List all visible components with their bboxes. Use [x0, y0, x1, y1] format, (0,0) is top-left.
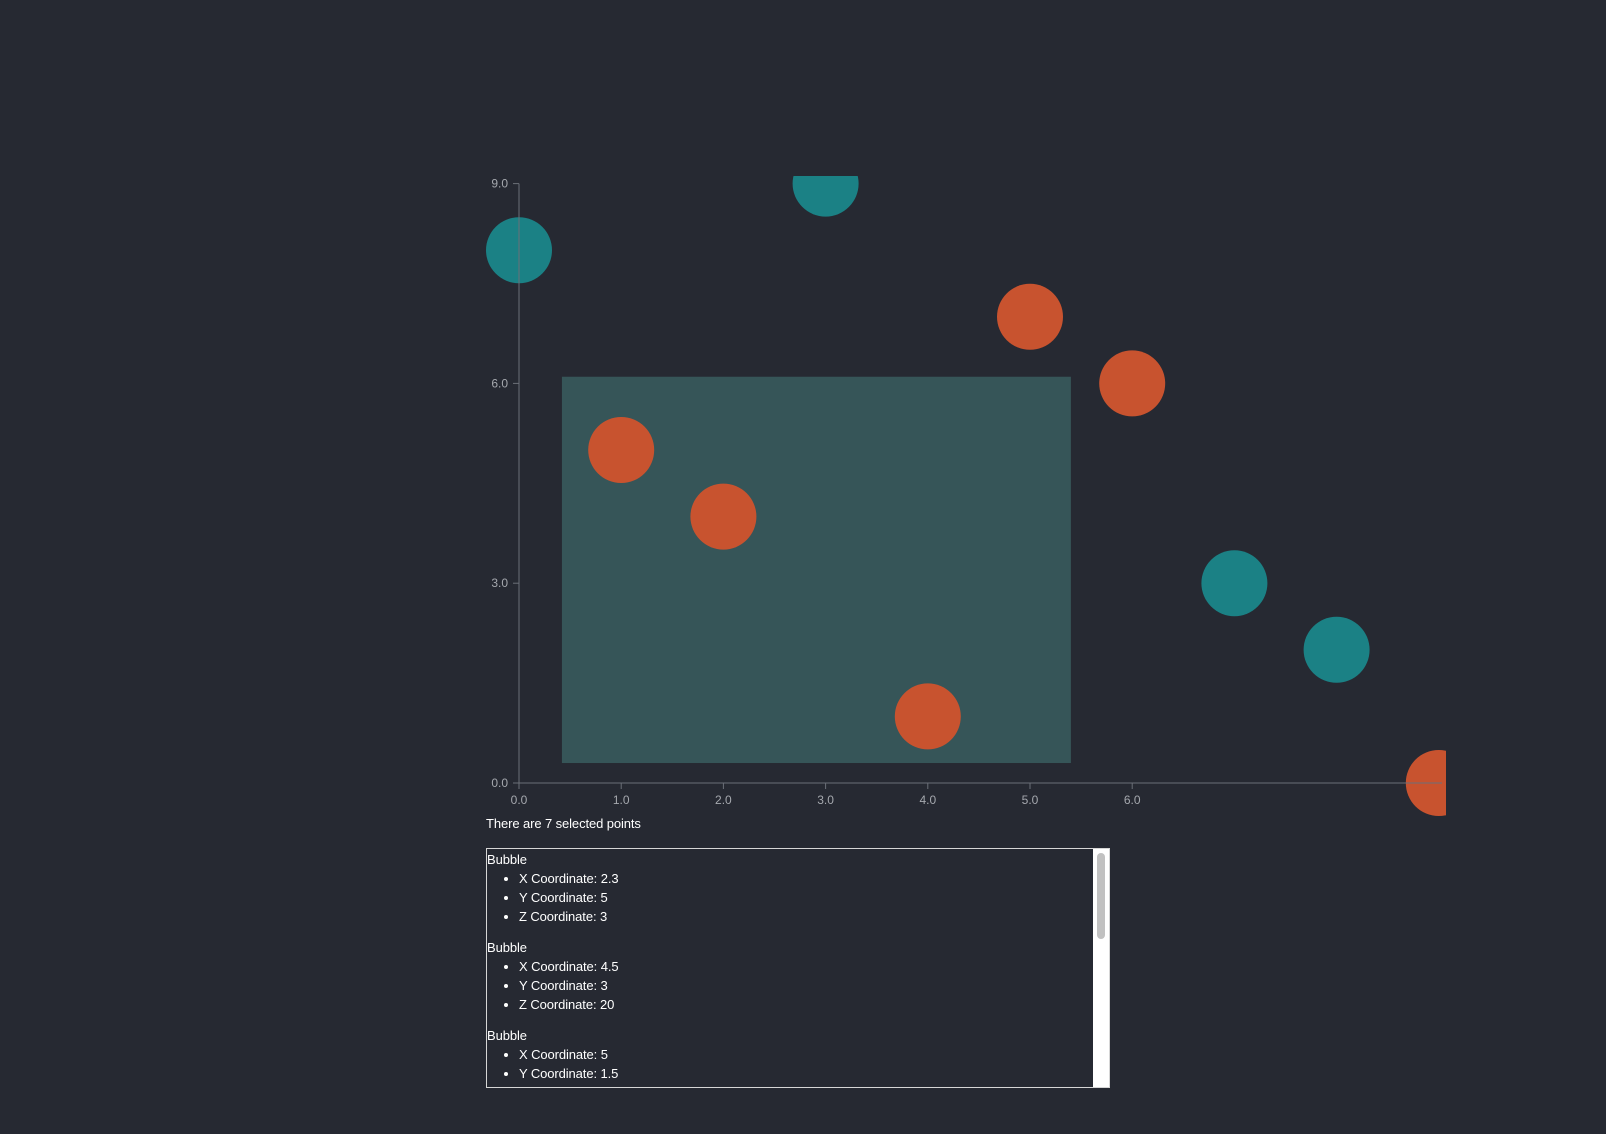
- y-tick-label: 3.0: [491, 576, 508, 590]
- bubble-orange[interactable]: [588, 417, 655, 483]
- bubble-teal[interactable]: [1201, 550, 1268, 617]
- z-coordinate-item: Z Coordinate: 20: [519, 995, 1093, 1014]
- y-coordinate-item: Y Coordinate: 3: [519, 976, 1093, 995]
- x-tick-label: 0.0: [511, 793, 528, 807]
- x-coordinate-item: X Coordinate: 4.5: [519, 957, 1093, 976]
- x-tick-label: 1.0: [613, 793, 630, 807]
- bubble-detail: Bubble X Coordinate: 4.5 Y Coordinate: 3…: [487, 937, 1093, 1014]
- y-tick-label: 0.0: [491, 776, 508, 790]
- bubble-orange[interactable]: [1099, 350, 1166, 417]
- bubble-detail: Bubble X Coordinate: 5 Y Coordinate: 1.5: [487, 1025, 1093, 1083]
- scrollbar-thumb[interactable]: [1097, 853, 1105, 939]
- y-coordinate-item: Y Coordinate: 5: [519, 888, 1093, 907]
- x-tick-label: 2.0: [715, 793, 732, 807]
- x-tick-label: 3.0: [817, 793, 834, 807]
- bubble-detail-list: X Coordinate: 2.3 Y Coordinate: 5 Z Coor…: [487, 869, 1093, 926]
- bubble-orange[interactable]: [894, 683, 961, 750]
- bubble-orange[interactable]: [997, 283, 1063, 350]
- bubble-detail-title: Bubble: [487, 940, 527, 955]
- bubble-orange[interactable]: [690, 483, 757, 550]
- x-coordinate-item: X Coordinate: 2.3: [519, 869, 1093, 888]
- x-coordinate-item: X Coordinate: 5: [519, 1045, 1093, 1064]
- selection-summary: There are 7 selected points: [486, 816, 641, 831]
- bubble-teal[interactable]: [1303, 616, 1370, 683]
- bubble-detail-title: Bubble: [487, 852, 527, 867]
- bubble-detail-list: X Coordinate: 4.5 Y Coordinate: 3 Z Coor…: [487, 957, 1093, 1014]
- selected-points-list: Bubble X Coordinate: 2.3 Y Coordinate: 5…: [487, 849, 1093, 1087]
- x-tick-label: 4.0: [919, 793, 936, 807]
- bubble-detail-title: Bubble: [487, 1028, 527, 1043]
- z-coordinate-item: Z Coordinate: 3: [519, 907, 1093, 926]
- bubble-detail-list: X Coordinate: 5 Y Coordinate: 1.5: [487, 1045, 1093, 1083]
- scrollbar[interactable]: [1093, 849, 1109, 1087]
- y-tick-label: 9.0: [491, 177, 508, 191]
- bubble-detail: Bubble X Coordinate: 2.3 Y Coordinate: 5…: [487, 849, 1093, 926]
- x-tick-label: 5.0: [1022, 793, 1039, 807]
- bubble-teal[interactable]: [792, 151, 859, 217]
- y-tick-label: 6.0: [491, 376, 508, 390]
- selected-points-panel[interactable]: Bubble X Coordinate: 2.3 Y Coordinate: 5…: [486, 848, 1110, 1088]
- x-tick-label: 6.0: [1124, 793, 1141, 807]
- y-coordinate-item: Y Coordinate: 1.5: [519, 1064, 1093, 1083]
